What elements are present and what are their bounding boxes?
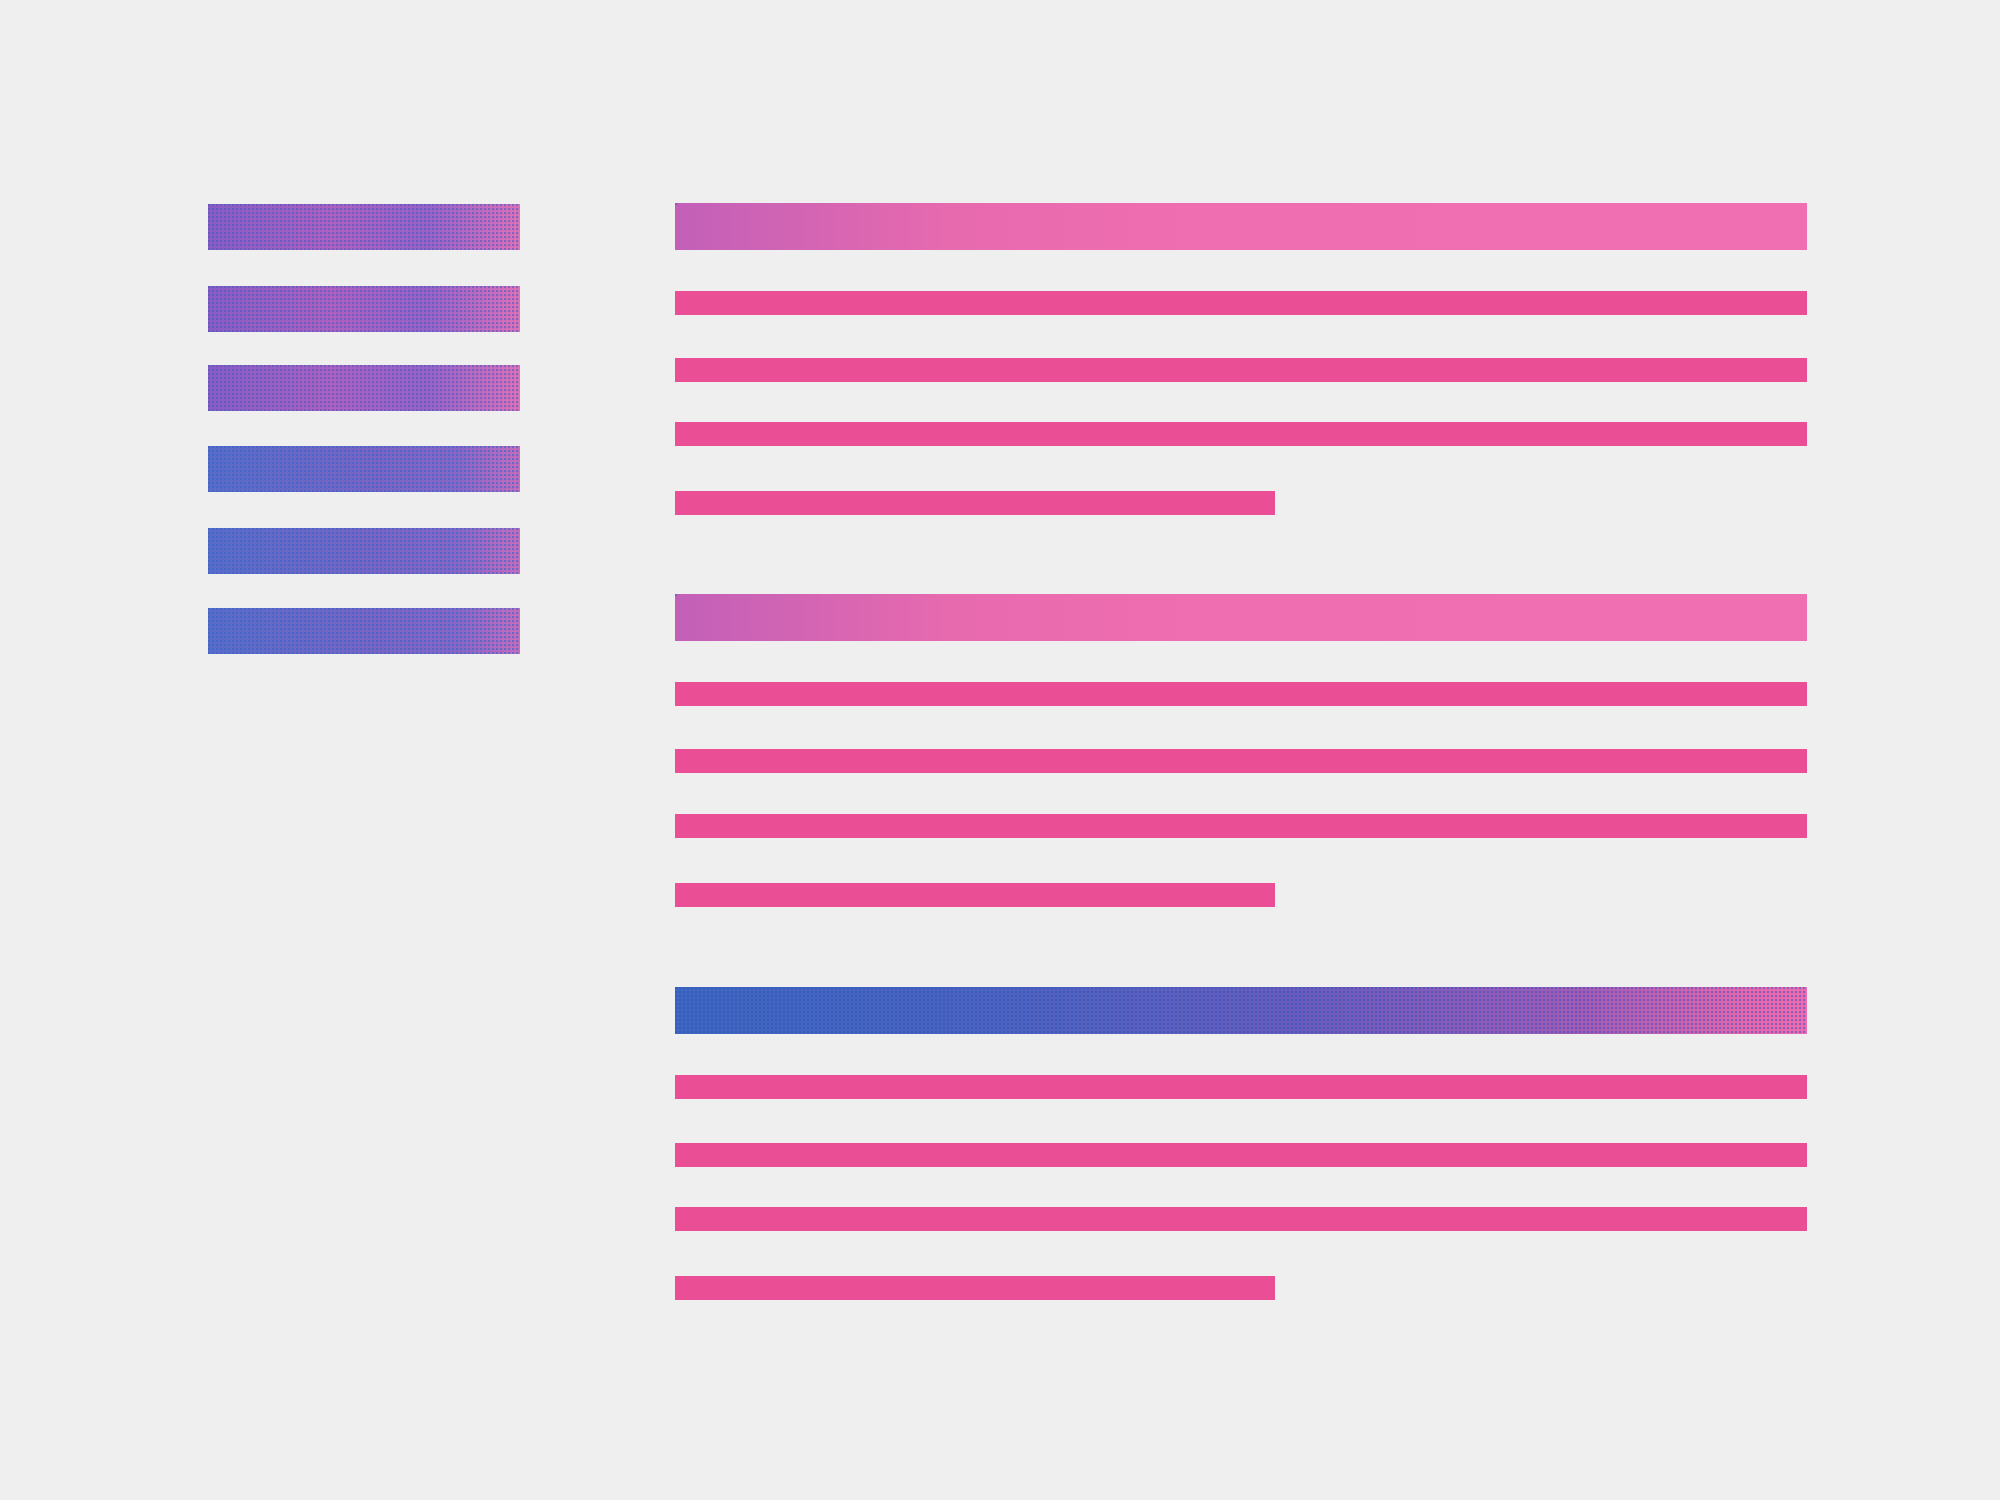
sidebar-item-placeholder[interactable] xyxy=(208,528,520,574)
text-line-placeholder xyxy=(675,814,1807,838)
sidebar-item-placeholder[interactable] xyxy=(208,286,520,332)
sidebar-item-placeholder[interactable] xyxy=(208,365,520,411)
sidebar-item-placeholder[interactable] xyxy=(208,446,520,492)
text-line-placeholder xyxy=(675,1075,1807,1099)
sidebar-item-placeholder[interactable] xyxy=(208,204,520,250)
text-line-placeholder xyxy=(675,291,1807,315)
section-heading-placeholder xyxy=(675,987,1807,1034)
text-line-placeholder xyxy=(675,1143,1807,1167)
text-line-placeholder xyxy=(675,422,1807,446)
text-line-placeholder xyxy=(675,883,1275,907)
section-heading-placeholder xyxy=(675,203,1807,250)
text-line-placeholder xyxy=(675,749,1807,773)
text-line-placeholder xyxy=(675,358,1807,382)
text-line-placeholder xyxy=(675,491,1275,515)
text-line-placeholder xyxy=(675,1276,1275,1300)
text-line-placeholder xyxy=(675,1207,1807,1231)
section-heading-placeholder xyxy=(675,594,1807,641)
text-line-placeholder xyxy=(675,682,1807,706)
sidebar-item-placeholder[interactable] xyxy=(208,608,520,654)
